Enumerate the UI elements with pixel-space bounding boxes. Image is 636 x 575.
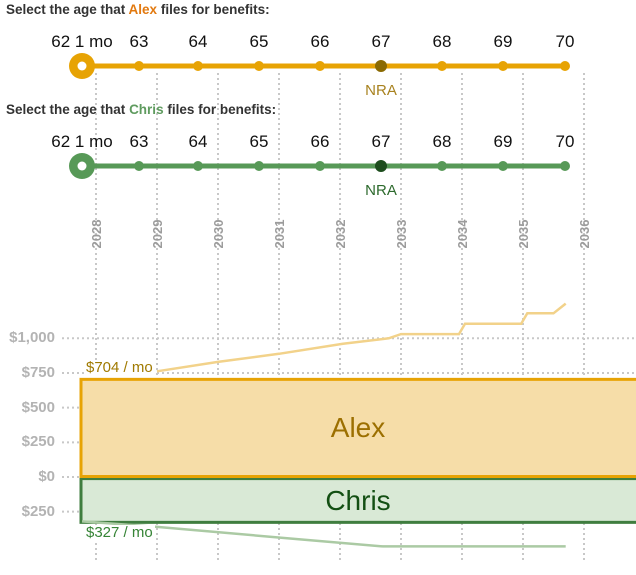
alex-area-label: Alex bbox=[330, 412, 386, 443]
chris-nra-label: NRA bbox=[365, 182, 397, 199]
chris-benefit-area bbox=[79, 477, 636, 524]
alex-age-stop-69[interactable] bbox=[498, 61, 508, 71]
dollar-axis-label-0: $0 bbox=[38, 468, 55, 485]
year-label-2033: 2033 bbox=[393, 219, 409, 249]
alex-age-stop-70[interactable] bbox=[560, 61, 570, 71]
chris-age-stop-66[interactable] bbox=[315, 161, 325, 171]
year-label-2030: 2030 bbox=[210, 219, 226, 249]
alex-nra-label: NRA bbox=[365, 82, 397, 99]
chris-age-stop-63[interactable] bbox=[134, 161, 144, 171]
alex-age-label-62 1 mo[interactable]: 62 1 mo bbox=[51, 32, 113, 51]
alex-slider-handle-hole bbox=[77, 61, 87, 71]
chris-slider-title: Select the age that Chris files for bene… bbox=[6, 102, 276, 117]
alex-name: Alex bbox=[128, 2, 158, 17]
chris-age-label-62 1 mo[interactable]: 62 1 mo bbox=[51, 132, 113, 151]
chris-slider-handle-hole bbox=[77, 161, 87, 171]
alex-age-stop-65[interactable] bbox=[254, 61, 264, 71]
chris-title-prefix: Select the age that bbox=[6, 102, 126, 117]
dollar-axis-label-500: $500 bbox=[21, 398, 55, 416]
year-label-2035: 2035 bbox=[515, 219, 531, 249]
alex-title-suffix: files for benefits: bbox=[160, 2, 270, 17]
alex-title-prefix: Select the age that bbox=[6, 2, 126, 17]
year-label-2032: 2032 bbox=[332, 219, 348, 249]
alex-age-label-70[interactable]: 70 bbox=[555, 32, 575, 51]
chris-age-stop-67[interactable] bbox=[375, 160, 387, 172]
chris-title-suffix: files for benefits: bbox=[167, 102, 277, 117]
chris-age-stop-68[interactable] bbox=[437, 161, 447, 171]
year-label-2031: 2031 bbox=[271, 219, 287, 249]
alex-benefit-line bbox=[156, 302, 567, 373]
chris-age-label-69[interactable]: 69 bbox=[493, 132, 513, 151]
alex-age-stop-67[interactable] bbox=[375, 60, 387, 72]
year-label-2036: 2036 bbox=[576, 219, 592, 249]
alex-age-stop-68[interactable] bbox=[437, 61, 447, 71]
dollar-axis-label-1000: $1,000 bbox=[9, 329, 55, 347]
alex-age-label-63[interactable]: 63 bbox=[129, 32, 149, 51]
dollar-axis-label--250: $250 bbox=[21, 502, 55, 520]
chris-age-stop-65[interactable] bbox=[254, 161, 264, 171]
alex-age-label-67[interactable]: 67 bbox=[371, 32, 391, 51]
year-label-2029: 2029 bbox=[149, 219, 165, 249]
alex-starting-benefit-value: $704 / mo bbox=[84, 359, 155, 376]
year-label-2034: 2034 bbox=[454, 219, 470, 249]
chris-area-label: Chris bbox=[325, 485, 391, 516]
chris-age-label-68[interactable]: 68 bbox=[432, 132, 452, 151]
alex-age-label-64[interactable]: 64 bbox=[188, 32, 208, 51]
year-label-2028: 2028 bbox=[88, 219, 104, 249]
chris-age-label-63[interactable]: 63 bbox=[129, 132, 149, 151]
chris-age-stop-69[interactable] bbox=[498, 161, 508, 171]
chris-age-label-66[interactable]: 66 bbox=[310, 132, 330, 151]
alex-benefit-area bbox=[79, 377, 636, 478]
dollar-axis-label-250: $250 bbox=[21, 433, 55, 451]
chris-name: Chris bbox=[129, 102, 164, 117]
chris-age-stop-70[interactable] bbox=[560, 161, 570, 171]
chris-age-stop-64[interactable] bbox=[193, 161, 203, 171]
alex-slider-title: Select the age that Alex files for benef… bbox=[6, 2, 270, 17]
alex-age-stop-66[interactable] bbox=[315, 61, 325, 71]
alex-age-label-66[interactable]: 66 bbox=[310, 32, 330, 51]
chris-age-label-65[interactable]: 65 bbox=[249, 132, 269, 151]
chris-age-label-67[interactable]: 67 bbox=[371, 132, 391, 151]
alex-age-stop-63[interactable] bbox=[134, 61, 144, 71]
dollar-axis-label-750: $750 bbox=[21, 363, 55, 381]
chris-age-label-64[interactable]: 64 bbox=[188, 132, 208, 151]
alex-age-label-65[interactable]: 65 bbox=[249, 32, 269, 51]
alex-age-stop-64[interactable] bbox=[193, 61, 203, 71]
alex-age-label-69[interactable]: 69 bbox=[493, 32, 513, 51]
chris-age-label-70[interactable]: 70 bbox=[555, 132, 575, 151]
chris-starting-benefit-value: $327 / mo bbox=[84, 524, 155, 541]
alex-age-label-68[interactable]: 68 bbox=[432, 32, 452, 51]
